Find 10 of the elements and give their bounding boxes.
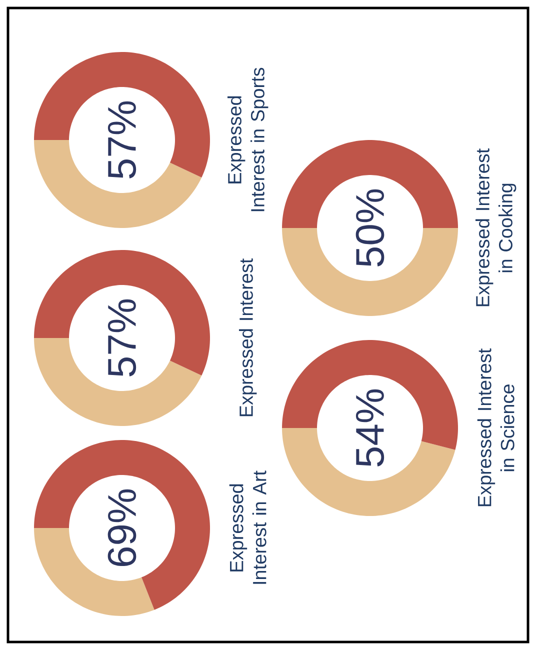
data-label: 54% [356, 389, 384, 466]
text: Expressed Interest in Art [229, 470, 266, 584]
text: Expressed Interest in Sports [227, 68, 268, 212]
text: Expressed Interest in Science [477, 348, 514, 506]
data-label: 57% [108, 299, 136, 376]
text: Expressed Interest in Cooking [475, 148, 516, 306]
text: Expressed Interest [238, 258, 257, 416]
data-label: 57% [108, 101, 136, 178]
data-label: 50% [356, 189, 384, 266]
data-label: 69% [108, 489, 136, 566]
